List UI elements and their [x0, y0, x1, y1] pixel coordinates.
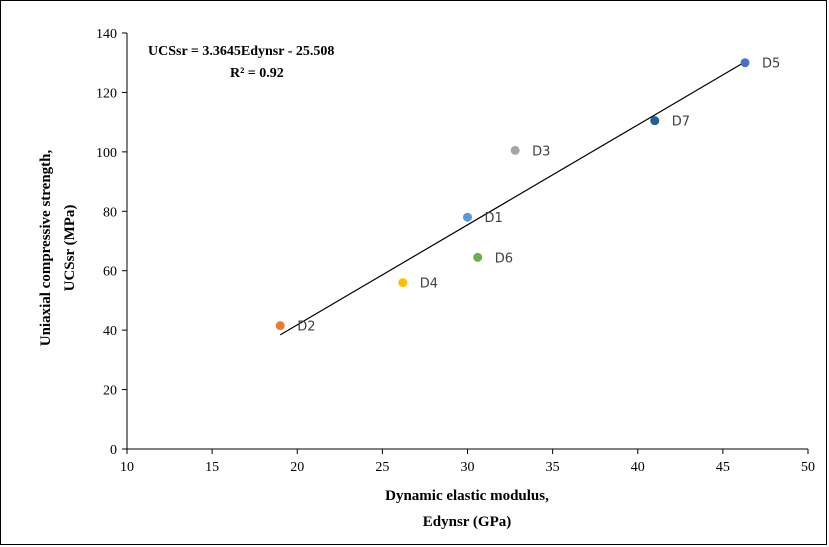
data-point-d1 — [463, 212, 472, 222]
x-tick-label: 40 — [631, 460, 645, 475]
y-tick-label: 40 — [103, 324, 117, 339]
data-label-d4: D4 — [420, 277, 438, 292]
y-tick-label: 120 — [96, 86, 117, 101]
y-tick-label: 100 — [96, 146, 117, 161]
y-axis-title-line1: Uniaxial compressive strength, — [38, 149, 54, 346]
data-label-d5: D5 — [762, 57, 780, 72]
x-tick-label: 45 — [716, 460, 730, 475]
data-label-d3: D3 — [532, 144, 550, 159]
axes — [122, 32, 809, 454]
data-label-d1: D1 — [485, 211, 503, 226]
y-tick-label: 20 — [103, 384, 117, 399]
trendline-group — [279, 61, 746, 336]
equation-text: UCSsr = 3.3645Edynsr - 25.508 — [148, 44, 334, 59]
y-tick-label: 60 — [103, 265, 117, 280]
x-tick-label: 50 — [801, 460, 815, 475]
data-point-d7 — [650, 116, 660, 126]
x-axis-title-line1: Dynamic elastic modulus, — [385, 488, 549, 504]
data-label-d7: D7 — [672, 115, 690, 130]
tick-labels: 0 20 40 60 80 100 120 140 10 15 20 25 30 35 40 45 50 — [96, 27, 815, 475]
y-tick-label: 80 — [103, 205, 117, 220]
data-points: D1 D2 D3 D4 D5 D6 D7 — [275, 57, 780, 335]
data-point-d3 — [510, 145, 520, 155]
y-tick-label: 0 — [110, 443, 117, 458]
r-squared-text: R² = 0.92 — [230, 66, 284, 81]
x-tick-label: 30 — [461, 460, 475, 475]
x-tick-label: 15 — [205, 460, 219, 475]
x-tick-label: 10 — [120, 460, 134, 475]
x-axis-title-line2: Edynsr (GPa) — [423, 514, 511, 530]
data-point-d2 — [275, 321, 285, 331]
data-label-d2: D2 — [297, 320, 315, 335]
data-point-d6 — [473, 252, 483, 262]
data-label-d6: D6 — [495, 251, 513, 266]
y-tick-label: 140 — [96, 27, 117, 42]
x-tick-label: 20 — [290, 460, 304, 475]
trendline — [279, 61, 746, 336]
x-tick-label: 25 — [375, 460, 389, 475]
y-axis-title-line2: UCSsr (MPa) — [62, 205, 78, 292]
data-point-d4 — [398, 278, 408, 288]
x-tick-label: 35 — [546, 460, 560, 475]
data-point-d5 — [740, 58, 750, 68]
